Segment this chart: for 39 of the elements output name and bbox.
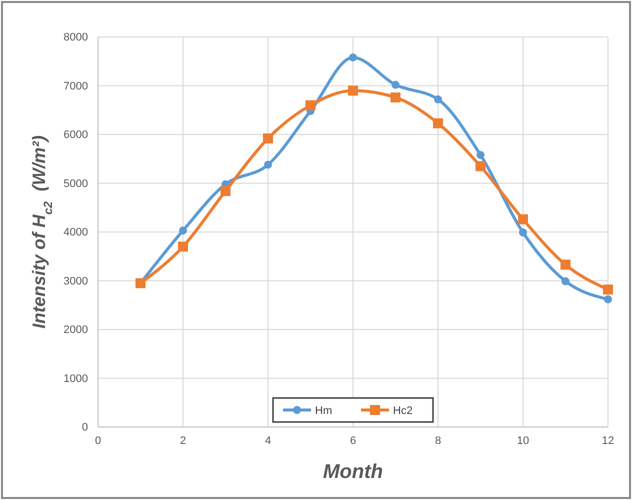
- point: [433, 118, 443, 128]
- y-tick-label: 2000: [64, 324, 88, 336]
- x-tick-label: 10: [516, 434, 530, 447]
- point: [178, 242, 188, 252]
- y-tick-label: 0: [82, 422, 88, 434]
- point: [476, 161, 486, 172]
- x-tick-label: 6: [350, 434, 356, 447]
- y-tick-label: 1000: [64, 372, 88, 385]
- point: [220, 186, 230, 196]
- point: [264, 160, 272, 169]
- x-tick-label: 8: [434, 434, 442, 447]
- y-tick-label: 5000: [64, 178, 88, 190]
- y-tick-label: 3000: [64, 275, 88, 288]
- point: [349, 53, 357, 62]
- y-tick-label: 7000: [64, 80, 88, 92]
- x-tick-label: 12: [602, 434, 614, 447]
- point: [562, 277, 570, 286]
- point: [476, 150, 484, 159]
- x-axis-title: Month: [323, 461, 383, 483]
- point: [603, 284, 613, 295]
- point: [263, 133, 273, 144]
- y-tick-label: 6000: [64, 129, 88, 142]
- point: [434, 95, 442, 104]
- y-tick-label: 8000: [64, 32, 88, 44]
- x-tick-label: 0: [94, 434, 102, 447]
- point: [392, 80, 400, 89]
- x-tick-label: 2: [180, 434, 186, 447]
- legend-label: Hc2: [393, 405, 413, 417]
- legend-label: Hm: [315, 405, 332, 417]
- point: [518, 214, 528, 224]
- point: [348, 86, 358, 96]
- point: [179, 226, 187, 235]
- point: [306, 100, 316, 110]
- point: [519, 228, 527, 236]
- point: [390, 92, 400, 102]
- y-tick-label: 4000: [64, 226, 88, 239]
- x-tick-label: 4: [264, 434, 272, 447]
- point: [560, 260, 570, 270]
- point: [604, 295, 612, 304]
